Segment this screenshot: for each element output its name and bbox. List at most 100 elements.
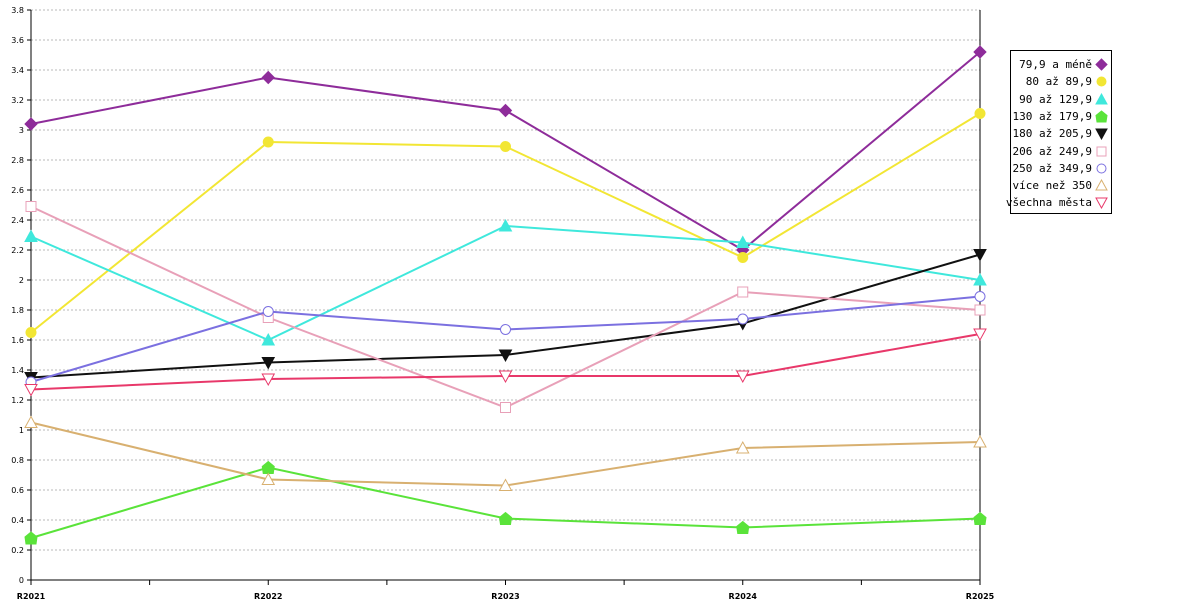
data-point [25, 201, 37, 212]
series-6 [25, 291, 986, 388]
legend-label: 130 až 179,9 [1012, 109, 1092, 123]
data-point [261, 332, 276, 346]
series-line [30, 466, 981, 539]
series-8 [24, 328, 987, 397]
y-tick-label: 0.6 [11, 486, 24, 495]
legend-item: 250 až 349,9 [1011, 160, 1111, 177]
y-tick-label: 3.8 [11, 6, 24, 15]
x-tick-label: R2021 [17, 592, 46, 600]
legend-marker [1095, 110, 1108, 123]
data-point [261, 70, 275, 85]
legend-marker-icon [1096, 146, 1107, 156]
legend-marker [1095, 58, 1108, 71]
series-4 [24, 249, 987, 385]
data-point [737, 313, 749, 325]
data-point [24, 384, 38, 397]
y-tick-label: 2.2 [11, 246, 24, 255]
legend-item: 206 až 249,9 [1011, 143, 1111, 160]
y-tick-label: 1.4 [11, 366, 24, 375]
data-point [735, 235, 750, 248]
data-point [261, 373, 276, 387]
legend-label: 180 až 205,9 [1012, 127, 1092, 141]
y-tick-label: 2 [19, 276, 24, 285]
data-point [498, 218, 513, 232]
data-point [500, 324, 511, 335]
legend-marker-icon [1095, 197, 1108, 210]
y-tick-label: 2.6 [11, 186, 24, 195]
legend-marker [1095, 128, 1108, 141]
gridlines [31, 9, 980, 551]
legend-marker-icon [1095, 110, 1108, 123]
data-point [973, 511, 987, 525]
series-lines [24, 45, 987, 545]
x-tick-label: R2022 [254, 592, 282, 600]
data-point [498, 370, 513, 384]
series-line [30, 421, 981, 487]
y-tick-label: 0.2 [11, 546, 24, 555]
legend-item: 130 až 179,9 [1011, 108, 1111, 125]
data-point [973, 249, 987, 262]
y-tick-label: 3.6 [11, 36, 24, 45]
axes: 0 0.2 0.4 0.6 0.8 1 1.2 1.4 1.6 1.8 2 2.2 2.4 2.6 2.8 3… [11, 6, 994, 600]
data-point [500, 141, 511, 152]
legend-item: 90 až 129,9 [1011, 91, 1111, 108]
y-tick-label: 0.4 [11, 516, 24, 525]
data-point [261, 460, 275, 474]
legend: 79,9 a méně 80 až 89,9 90 až 129,9 130 až 1… [1006, 50, 1112, 214]
data-point [261, 357, 276, 370]
data-point [24, 117, 38, 131]
data-point [24, 531, 38, 545]
legend-marker-icon [1096, 76, 1107, 87]
data-point [498, 103, 513, 118]
legend-item: všechna města [1006, 194, 1111, 211]
x-tick-label: R2024 [729, 592, 758, 600]
data-point [25, 327, 37, 338]
y-tick-label: 0.8 [11, 456, 24, 465]
data-point [974, 108, 986, 119]
data-point [735, 370, 750, 384]
data-point [737, 252, 749, 263]
y-tick-label: 1 [19, 426, 24, 435]
legend-label: 250 až 349,9 [1012, 161, 1092, 175]
legend-label: více než 350 [1012, 179, 1092, 193]
series-1 [25, 108, 986, 338]
legend-item: 180 až 205,9 [1011, 125, 1111, 142]
data-point [498, 478, 513, 491]
legend-marker [1096, 76, 1107, 87]
legend-item: více než 350 [1011, 177, 1111, 194]
data-point [262, 136, 274, 148]
data-point [736, 520, 750, 534]
legend-label: 80 až 89,9 [1025, 75, 1092, 89]
series-3 [24, 460, 987, 545]
series-5 [25, 201, 986, 413]
legend-item: 79,9 a méně [1011, 56, 1111, 73]
legend-label: 79,9 a méně [1019, 58, 1092, 71]
x-tick-label: R2025 [966, 592, 995, 600]
data-point [24, 229, 38, 242]
data-point [262, 306, 274, 317]
data-point [974, 304, 986, 316]
y-tick-label: 0 [19, 576, 24, 585]
data-point [973, 45, 987, 59]
data-point [498, 511, 513, 525]
legend-marker-icon [1096, 163, 1107, 174]
series-line [30, 224, 981, 342]
legend-item: 80 až 89,9 [1011, 73, 1111, 90]
y-tick-label: 2.8 [11, 156, 24, 165]
legend-label: 90 až 129,9 [1019, 92, 1092, 106]
data-point [735, 440, 750, 454]
y-tick-label: 3 [19, 126, 24, 135]
data-point [973, 272, 987, 286]
legend-marker [1095, 197, 1108, 210]
legend-marker-icon [1095, 92, 1108, 105]
data-point [498, 349, 513, 363]
y-tick-label: 1.6 [11, 336, 24, 345]
x-tick-label: R2023 [491, 592, 519, 600]
legend-marker-icon [1095, 179, 1108, 191]
data-point [973, 328, 987, 342]
series-7 [24, 415, 987, 491]
legend-marker [1095, 179, 1108, 191]
y-tick-label: 3.2 [11, 96, 24, 105]
data-point [261, 472, 276, 485]
